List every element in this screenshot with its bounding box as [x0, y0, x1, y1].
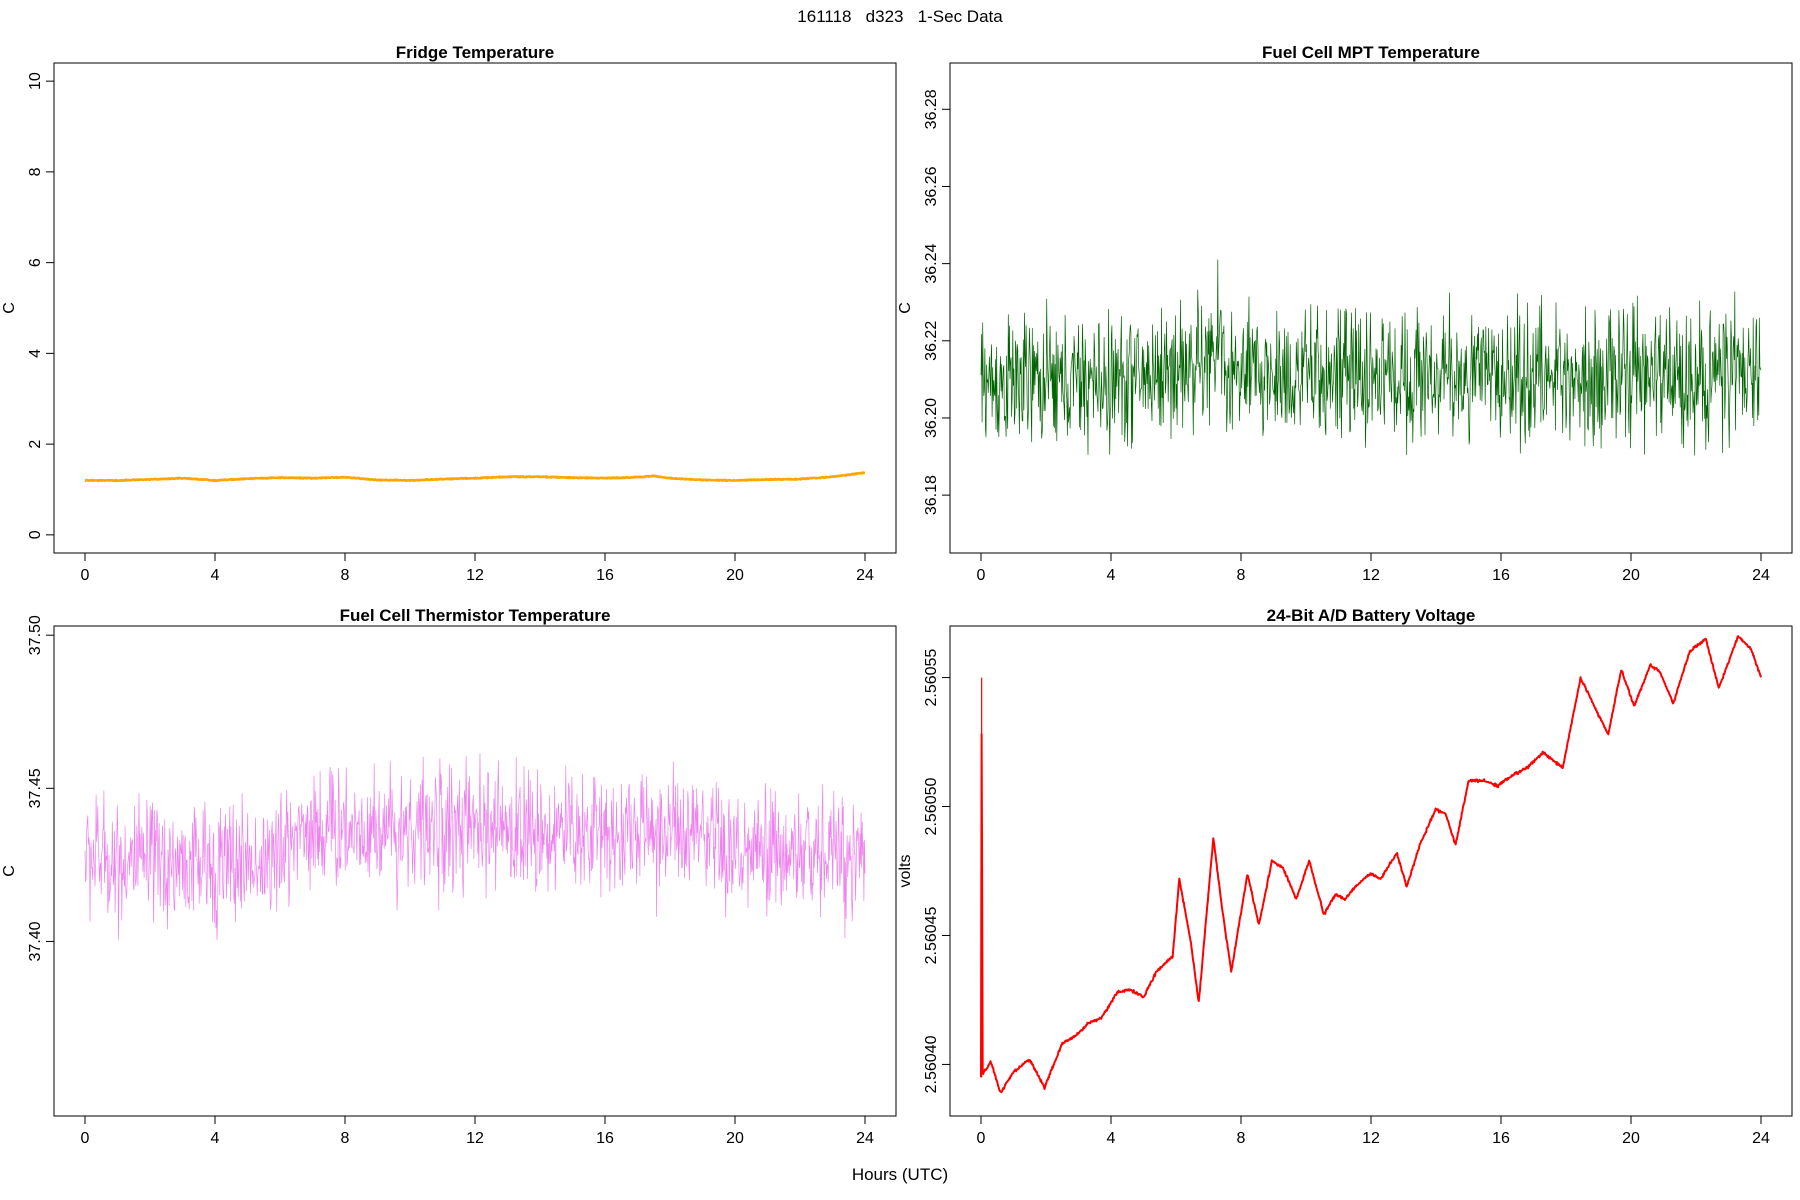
y-tick-label: 36.18 — [923, 475, 940, 515]
series-line — [84, 753, 866, 940]
x-tick-label: 24 — [1752, 1130, 1770, 1147]
y-tick-label: 37.50 — [27, 615, 44, 655]
plot-frame — [949, 625, 1793, 1117]
panel-title: Fuel Cell MPT Temperature — [1262, 43, 1480, 62]
x-tick-label: 0 — [81, 1130, 90, 1147]
y-tick-label: 36.28 — [923, 89, 940, 129]
y-tick-label: 4 — [27, 349, 44, 358]
x-tick-label: 16 — [596, 1130, 614, 1147]
x-tick-label: 0 — [977, 1130, 986, 1147]
y-tick-label: 37.45 — [27, 768, 44, 808]
y-tick-label: 2.56055 — [923, 649, 940, 707]
x-tick-label: 20 — [1622, 567, 1640, 584]
x-tick-label: 12 — [1362, 1130, 1380, 1147]
y-tick-label: 37.40 — [27, 921, 44, 961]
y-axis-label: volts — [897, 855, 914, 888]
x-tick-label: 16 — [596, 567, 614, 584]
x-tick-label: 4 — [1107, 1130, 1116, 1147]
x-tick-label: 16 — [1492, 567, 1510, 584]
x-tick-label: 12 — [466, 1130, 484, 1147]
panel-title: Fuel Cell Thermistor Temperature — [340, 606, 611, 625]
series-line — [980, 635, 1762, 1093]
panel-fuel-cell-mpt-temperature: Fuel Cell MPT Temperature C 0 4 8 12 16 20 24 36.… — [897, 43, 1793, 584]
x-tick-label: 8 — [341, 1130, 350, 1147]
y-tick-label: 0 — [27, 530, 44, 539]
y-axis-label: C — [1, 302, 18, 314]
y-tick-label: 36.24 — [923, 244, 940, 284]
y-tick-label: 36.20 — [923, 398, 940, 438]
y-tick-label: 8 — [27, 167, 44, 176]
panel-fuel-cell-thermistor-temperature: Fuel Cell Thermistor Temperature C 0 4 8 12 16… — [1, 606, 897, 1147]
x-tick-label: 0 — [81, 567, 90, 584]
y-tick-label: 6 — [27, 258, 44, 267]
x-tick-label: 20 — [1622, 1130, 1640, 1147]
panel-battery-voltage: 24-Bit A/D Battery Voltage volts 0 4 8 12 16 20… — [897, 606, 1793, 1147]
x-tick-label: 8 — [341, 567, 350, 584]
y-tick-label: 2.56040 — [923, 1035, 940, 1093]
y-tick-label: 2.56045 — [923, 906, 940, 964]
x-tick-label: 24 — [1752, 567, 1770, 584]
panel-title: 24-Bit A/D Battery Voltage — [1267, 606, 1476, 625]
y-tick-label: 2 — [27, 440, 44, 449]
y-tick-label: 2.56050 — [923, 778, 940, 836]
x-tick-label: 12 — [1362, 567, 1380, 584]
x-tick-label: 0 — [977, 567, 986, 584]
y-tick-label: 36.26 — [923, 166, 940, 206]
x-tick-label: 12 — [466, 567, 484, 584]
y-axis-label: C — [1, 865, 18, 877]
x-axis-label: Hours (UTC) — [851, 1165, 949, 1184]
series-line — [84, 471, 866, 483]
y-tick-label: 36.22 — [923, 321, 940, 361]
x-tick-label: 20 — [726, 567, 744, 584]
y-axis-label: C — [897, 302, 914, 314]
x-tick-label: 8 — [1237, 567, 1246, 584]
figure-title: 161118 d323 1-Sec Data — [797, 7, 1003, 26]
x-tick-label: 8 — [1237, 1130, 1246, 1147]
x-tick-label: 16 — [1492, 1130, 1510, 1147]
x-tick-label: 4 — [1107, 567, 1116, 584]
x-tick-label: 24 — [856, 567, 874, 584]
x-tick-label: 4 — [211, 1130, 220, 1147]
series-line — [980, 259, 1762, 456]
plot-frame — [949, 62, 1793, 554]
panel-title: Fridge Temperature — [396, 43, 554, 62]
y-tick-label: 10 — [27, 72, 44, 90]
x-tick-label: 24 — [856, 1130, 874, 1147]
x-tick-label: 20 — [726, 1130, 744, 1147]
x-tick-label: 4 — [211, 567, 220, 584]
